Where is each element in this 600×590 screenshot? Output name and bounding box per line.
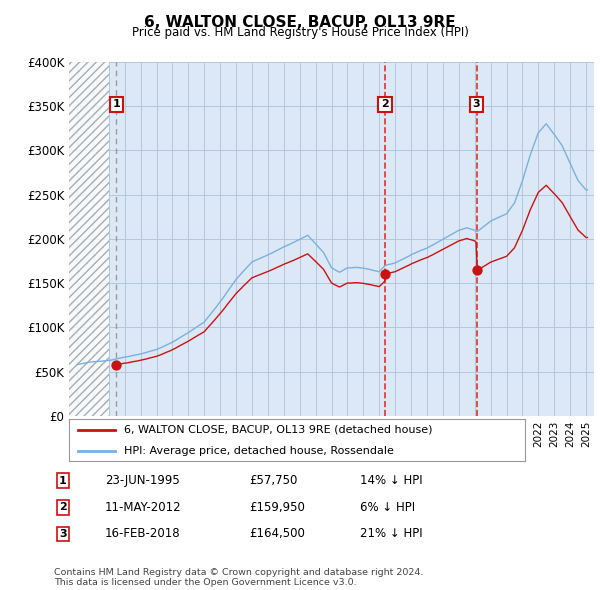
Text: 11-MAY-2012: 11-MAY-2012 — [105, 501, 182, 514]
Text: £164,500: £164,500 — [249, 527, 305, 540]
Text: 21% ↓ HPI: 21% ↓ HPI — [360, 527, 422, 540]
Text: 6, WALTON CLOSE, BACUP, OL13 9RE: 6, WALTON CLOSE, BACUP, OL13 9RE — [144, 15, 456, 30]
Text: 1: 1 — [113, 100, 120, 109]
Text: 23-JUN-1995: 23-JUN-1995 — [105, 474, 180, 487]
Point — [472, 266, 481, 275]
Bar — [69, 62, 109, 416]
Text: 2: 2 — [59, 503, 67, 512]
Text: HPI: Average price, detached house, Rossendale: HPI: Average price, detached house, Ross… — [124, 446, 394, 455]
Text: 3: 3 — [473, 100, 481, 109]
Text: 14% ↓ HPI: 14% ↓ HPI — [360, 474, 422, 487]
Text: 1: 1 — [59, 476, 67, 486]
Text: 6% ↓ HPI: 6% ↓ HPI — [360, 501, 415, 514]
Text: £57,750: £57,750 — [249, 474, 298, 487]
Text: 2: 2 — [381, 100, 389, 109]
Text: 6, WALTON CLOSE, BACUP, OL13 9RE (detached house): 6, WALTON CLOSE, BACUP, OL13 9RE (detach… — [124, 425, 432, 434]
Text: 3: 3 — [59, 529, 67, 539]
Point — [380, 270, 390, 279]
Text: 16-FEB-2018: 16-FEB-2018 — [105, 527, 181, 540]
Text: £159,950: £159,950 — [249, 501, 305, 514]
Point — [112, 360, 121, 369]
Text: Price paid vs. HM Land Registry's House Price Index (HPI): Price paid vs. HM Land Registry's House … — [131, 26, 469, 39]
Text: Contains HM Land Registry data © Crown copyright and database right 2024.
This d: Contains HM Land Registry data © Crown c… — [54, 568, 424, 587]
